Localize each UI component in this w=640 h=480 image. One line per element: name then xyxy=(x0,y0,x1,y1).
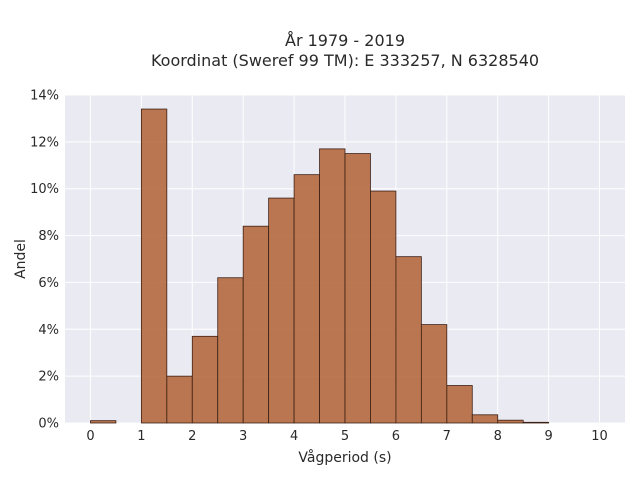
y-axis-ticks: 0% 2% 4% 6% 8% 10% 12% 14% xyxy=(30,89,59,432)
histogram-bar xyxy=(319,148,346,424)
histogram-bar xyxy=(242,225,270,424)
x-tick-label: 10 xyxy=(591,429,608,444)
histogram-bar xyxy=(522,421,550,424)
bars xyxy=(90,108,550,424)
x-tick-label: 4 xyxy=(290,429,298,444)
chart-title-line2: Koordinat (Sweref 99 TM): E 333257, N 63… xyxy=(151,51,539,70)
y-tick-label: 12% xyxy=(30,135,59,150)
histogram-bar xyxy=(395,256,422,424)
chart-title-line1: År 1979 - 2019 xyxy=(285,31,405,50)
x-tick-label: 9 xyxy=(544,429,552,444)
y-axis-label: Andel xyxy=(13,239,29,279)
histogram-bar xyxy=(140,108,168,424)
y-tick-label: 8% xyxy=(38,229,59,244)
y-tick-label: 2% xyxy=(38,370,59,385)
histogram-bar xyxy=(420,324,448,424)
histogram-bar xyxy=(268,197,295,424)
y-tick-label: 10% xyxy=(30,182,59,197)
x-tick-label: 3 xyxy=(239,429,247,444)
y-tick-label: 0% xyxy=(38,417,59,432)
x-tick-label: 6 xyxy=(392,429,400,444)
y-tick-label: 14% xyxy=(30,89,59,104)
histogram-bar xyxy=(471,414,499,424)
y-tick-label: 4% xyxy=(38,323,59,338)
histogram-bar xyxy=(166,375,193,424)
x-tick-label: 2 xyxy=(188,429,196,444)
x-tick-label: 0 xyxy=(86,429,94,444)
histogram-bar xyxy=(90,420,117,424)
histogram-bar xyxy=(191,335,219,424)
y-tick-label: 6% xyxy=(38,276,59,291)
histogram-bar xyxy=(344,153,371,424)
histogram-bar xyxy=(446,385,473,424)
histogram-bar xyxy=(497,419,524,424)
x-axis-ticks: 0 1 2 3 4 5 6 7 8 9 10 xyxy=(86,429,608,444)
histogram-bar xyxy=(217,277,244,424)
x-tick-label: 1 xyxy=(137,429,145,444)
x-tick-label: 7 xyxy=(443,429,451,444)
x-tick-label: 8 xyxy=(494,429,502,444)
histogram-bar xyxy=(293,174,320,424)
x-axis-label: Vågperiod (s) xyxy=(298,449,391,466)
x-tick-label: 5 xyxy=(341,429,349,444)
histogram-bar xyxy=(370,190,397,424)
